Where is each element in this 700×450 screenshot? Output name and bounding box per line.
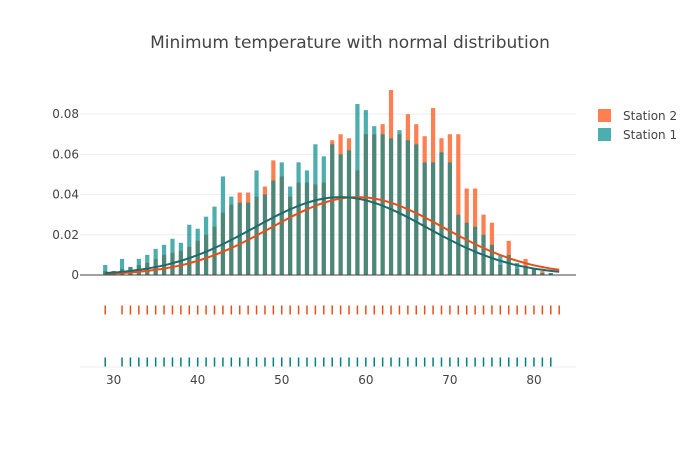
bar-station-1	[388, 138, 394, 275]
bar-station-1	[523, 266, 528, 275]
x-tick-label: 80	[526, 373, 541, 387]
chart-title: Minimum temperature with normal distribu…	[150, 33, 550, 53]
bar-station-1	[489, 244, 495, 275]
bar-station-1	[414, 144, 419, 275]
y-tick-label: 0.06	[52, 147, 79, 161]
bar-station-1	[372, 126, 377, 275]
bar-station-1	[153, 248, 158, 275]
bar-station-1	[346, 150, 352, 275]
bar-station-1	[254, 170, 259, 275]
x-tick-label: 30	[106, 373, 121, 387]
bar-station-1	[262, 194, 268, 275]
bar-station-1	[296, 162, 301, 275]
axis-layer: 0 0.02 0.04 0.06 0.08 30 40 50 60 70 80	[52, 107, 576, 387]
grid-layer	[80, 113, 576, 236]
bar-station-1	[279, 162, 284, 275]
legend-label-station-1: Station 1	[623, 127, 678, 142]
bar-station-1	[195, 228, 200, 275]
bar-station-1	[506, 254, 511, 275]
x-tick-label: 70	[442, 373, 457, 387]
bar-station-1	[498, 254, 503, 275]
bar-station-1	[422, 162, 427, 275]
x-tick-label: 50	[274, 373, 289, 387]
curve-layer	[105, 196, 560, 275]
bar-station-1	[439, 152, 444, 275]
bar-station-1	[330, 144, 335, 275]
legend-label-station-2: Station 2	[623, 108, 678, 123]
bar-station-1	[338, 154, 343, 275]
bar-station-1	[170, 238, 175, 275]
bar-station-1	[220, 176, 226, 275]
bar-station-1	[119, 258, 125, 275]
x-tick-label: 60	[358, 373, 373, 387]
legend-item-station-1[interactable]: Station 1	[598, 125, 677, 144]
bar-station-1	[515, 262, 520, 275]
bar-station-1	[161, 244, 167, 275]
bar-station-1	[363, 110, 368, 275]
rug-layer	[104, 305, 560, 367]
y-tick-label: 0.04	[52, 188, 79, 202]
bar-station-1	[229, 196, 234, 275]
bar-station-1	[271, 180, 276, 275]
bar-station-1	[321, 156, 326, 275]
bar-station-1	[531, 268, 537, 275]
bar-station-1	[313, 144, 318, 275]
bar-station-1	[405, 140, 410, 275]
bar-station-1	[136, 258, 141, 275]
bar-station-2	[456, 134, 461, 275]
y-tick-label: 0.08	[52, 107, 79, 121]
bar-station-1	[355, 104, 360, 275]
bar-station-1	[237, 202, 242, 275]
bar-station-1	[548, 272, 553, 275]
normal-curve-station-2	[105, 196, 560, 275]
bar-station-1	[178, 242, 183, 275]
legend-item-station-2[interactable]: Station 2	[598, 106, 677, 125]
bar-station-1	[187, 224, 192, 275]
bar-station-1	[145, 254, 150, 275]
legend: Station 2 Station 1	[598, 106, 677, 144]
bar-station-1	[212, 206, 217, 275]
bar-station-1	[304, 170, 310, 275]
bar-station-1	[430, 162, 436, 275]
bar-station-1	[380, 134, 385, 275]
legend-swatch-station-1	[598, 128, 611, 141]
bar-layer	[103, 89, 553, 276]
legend-swatch-station-2	[598, 109, 611, 122]
bar-station-1	[397, 130, 402, 275]
bar-station-1	[288, 186, 293, 275]
normal-curve-station-1	[105, 196, 560, 275]
bar-station-1	[447, 162, 452, 275]
bar-station-1	[204, 216, 209, 275]
bar-station-1	[540, 272, 545, 275]
y-tick-label: 0	[71, 268, 79, 282]
y-tick-label: 0.02	[52, 228, 79, 242]
x-tick-label: 40	[190, 373, 205, 387]
bar-station-1	[103, 264, 108, 275]
